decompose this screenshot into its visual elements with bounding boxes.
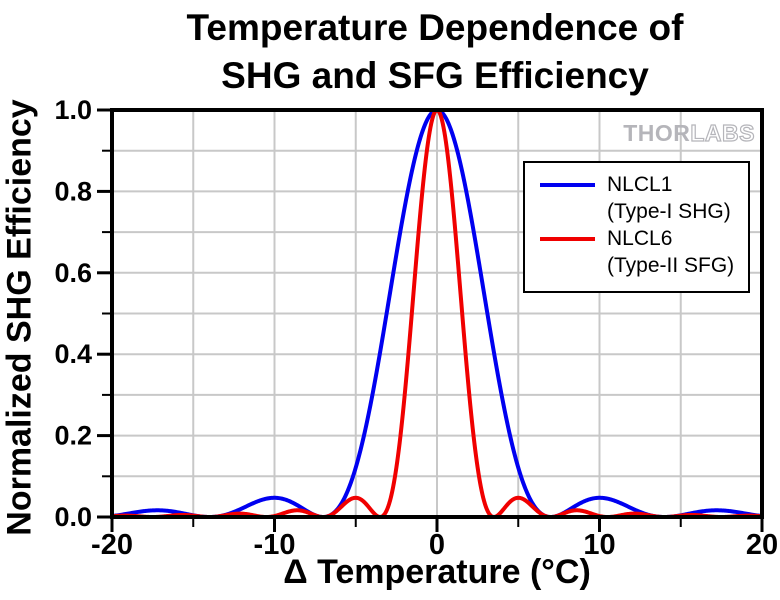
legend: NLCL1 (Type-I SHG) NLCL6 (Type-II SFG) (523, 161, 750, 293)
thorlabs-watermark: THORLABS (623, 120, 755, 146)
legend-sublabel-nlcl6: (Type-II SFG) (607, 254, 735, 277)
x-tick-label: -10 (254, 529, 296, 561)
x-tick-label: 10 (583, 529, 615, 561)
y-tick-label: 0.6 (54, 258, 92, 288)
y-tick-label: 0.4 (54, 339, 92, 369)
chart-title: Temperature Dependence of SHG and SFG Ef… (95, 4, 775, 100)
y-tick-label: 1.0 (54, 95, 92, 125)
plot-frame (110, 108, 764, 519)
y-tick-label: 0.8 (54, 176, 92, 206)
thorlabs-watermark-thor: THOR (623, 120, 691, 146)
legend-line-sample-blue (540, 182, 595, 187)
x-tick-label: 20 (746, 529, 778, 561)
thorlabs-watermark-labs: LABS (690, 120, 755, 146)
x-tick-label: 0 (429, 529, 445, 561)
y-axis-title: Normalized SHG Efficiency (0, 99, 39, 536)
legend-item-nlcl6: NLCL6 (Type-II SFG) (540, 225, 748, 279)
legend-label-nlcl1: NLCL1 (607, 173, 673, 196)
chart-title-line2: SHG and SFG Efficiency (221, 55, 649, 96)
legend-line-sample-red (540, 236, 595, 241)
x-axis-title: Δ Temperature (°C) (283, 553, 591, 591)
legend-sublabel-nlcl1: (Type-I SHG) (607, 200, 731, 223)
legend-item-nlcl1: NLCL1 (Type-I SHG) (540, 171, 748, 225)
chart-title-line1: Temperature Dependence of (186, 7, 684, 48)
legend-label-nlcl6: NLCL6 (607, 227, 673, 250)
y-tick-label: 0.0 (54, 502, 92, 532)
x-tick-label: -20 (91, 529, 133, 561)
y-tick-label: 0.2 (54, 421, 92, 451)
